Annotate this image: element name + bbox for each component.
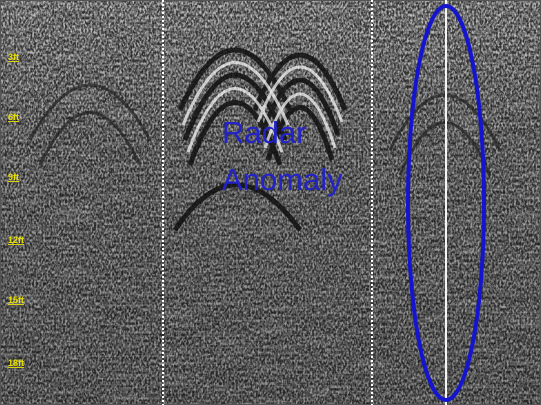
depth-label: 3ft (8, 52, 19, 62)
depth-label: 18ft (8, 358, 24, 368)
depth-label: 6ft (8, 112, 19, 122)
depth-label: 15ft (8, 295, 24, 305)
streaks (0, 0, 541, 405)
depth-label: 12ft (8, 235, 24, 245)
annotation-line: Anomaly (222, 162, 343, 197)
depth-label: 9ft (8, 172, 19, 182)
radargram: 3ft 6ft 9ft 12ft 15ft 18ft Radar Anomaly (0, 0, 541, 405)
annotation-line: Radar (222, 115, 306, 150)
page: 3ft 6ft 9ft 12ft 15ft 18ft Radar Anomaly… (0, 0, 541, 405)
